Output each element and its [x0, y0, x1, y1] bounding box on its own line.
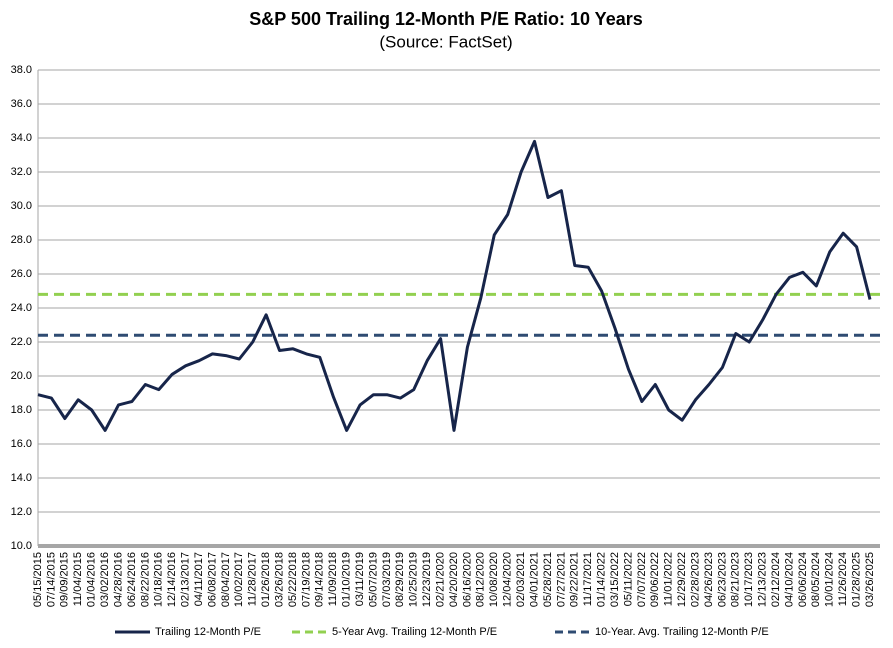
- y-tick-label: 28.0: [11, 234, 32, 246]
- x-tick-label: 12/04/2020: [502, 552, 514, 607]
- x-tick-label: 11/28/2017: [247, 552, 259, 606]
- x-tick-label: 02/28/2023: [689, 552, 701, 607]
- legend-label: 10-Year. Avg. Trailing 12-Month P/E: [595, 626, 769, 638]
- x-tick-label: 07/07/2022: [636, 552, 648, 607]
- x-tick-label: 10/08/2020: [488, 552, 500, 607]
- x-tick-label: 10/25/2019: [408, 552, 420, 607]
- x-tick-label: 09/06/2022: [649, 552, 661, 607]
- x-tick-label: 06/06/2024: [797, 552, 809, 607]
- x-tick-label: 02/03/2021: [515, 552, 527, 607]
- x-tick-label: 11/04/2015: [72, 552, 84, 606]
- x-tick-label: 07/27/2021: [555, 552, 567, 607]
- x-tick-label: 05/28/2021: [542, 552, 554, 607]
- x-tick-label: 11/17/2021: [582, 552, 594, 606]
- x-tick-label: 12/23/2019: [421, 552, 433, 607]
- y-tick-label: 24.0: [11, 302, 32, 314]
- x-tick-label: 05/22/2018: [287, 552, 299, 607]
- y-tick-label: 10.0: [11, 540, 32, 552]
- y-tick-label: 30.0: [11, 200, 32, 212]
- x-tick-label: 09/09/2015: [59, 552, 71, 607]
- x-tick-label: 12/29/2022: [676, 552, 688, 607]
- data-line: [37, 139, 872, 432]
- y-tick-label: 22.0: [11, 336, 32, 348]
- y-tick-label: 38.0: [11, 64, 32, 76]
- x-tick-label: 05/15/2015: [32, 552, 44, 607]
- y-tick-label: 32.0: [11, 166, 32, 178]
- legend-label: 5-Year Avg. Trailing 12-Month P/E: [332, 626, 497, 638]
- x-tick-label: 06/23/2023: [716, 552, 728, 607]
- x-tick-label: 06/16/2020: [461, 552, 473, 607]
- x-tick-label: 09/22/2021: [569, 552, 581, 607]
- x-tick-label: 01/10/2019: [341, 552, 353, 607]
- x-tick-label: 01/28/2025: [850, 552, 862, 607]
- y-tick-label: 16.0: [11, 438, 32, 450]
- x-tick-label: 08/21/2023: [730, 552, 742, 607]
- x-tick-label: 08/05/2024: [810, 552, 822, 607]
- x-tick-label: 02/13/2017: [180, 552, 192, 607]
- x-tick-label: 03/26/2025: [864, 552, 876, 607]
- x-tick-label: 05/07/2019: [367, 552, 379, 607]
- x-tick-label: 09/14/2018: [314, 552, 326, 607]
- x-tick-label: 04/26/2023: [703, 552, 715, 607]
- y-tick-label: 18.0: [11, 404, 32, 416]
- x-tick-label: 08/22/2016: [139, 552, 151, 607]
- x-tick-label: 06/08/2017: [206, 552, 218, 607]
- x-tick-label: 04/20/2020: [448, 552, 460, 607]
- x-tick-label: 08/04/2017: [220, 552, 232, 607]
- x-tick-label: 02/21/2020: [434, 552, 446, 607]
- y-tick-label: 34.0: [11, 132, 32, 144]
- y-tick-label: 14.0: [11, 472, 32, 484]
- x-tick-label: 11/01/2022: [663, 552, 675, 606]
- chart-subtitle: (Source: FactSet): [379, 32, 512, 51]
- x-tick-label: 12/13/2023: [757, 552, 769, 607]
- x-tick-label: 08/12/2020: [475, 552, 487, 607]
- y-tick-label: 36.0: [11, 98, 32, 110]
- x-tick-label: 04/10/2024: [783, 552, 795, 607]
- x-tick-label: 03/02/2016: [99, 552, 111, 607]
- legend-label: Trailing 12-Month P/E: [155, 626, 261, 638]
- x-tick-label: 01/14/2022: [596, 552, 608, 607]
- x-tick-label: 04/01/2021: [528, 552, 540, 607]
- x-tick-label: 11/09/2018: [327, 552, 339, 606]
- x-tick-label: 05/11/2022: [622, 552, 634, 606]
- x-tick-label: 01/26/2018: [260, 552, 272, 607]
- x-tick-label: 11/26/2024: [837, 552, 849, 606]
- chart-title: S&P 500 Trailing 12-Month P/E Ratio: 10 …: [249, 9, 642, 29]
- x-tick-label: 01/04/2016: [86, 552, 98, 607]
- x-tick-label: 10/02/2017: [233, 552, 245, 607]
- y-tick-label: 26.0: [11, 268, 32, 280]
- x-tick-label: 10/18/2016: [153, 552, 165, 607]
- x-tick-label: 08/29/2019: [394, 552, 406, 607]
- x-tick-label: 03/26/2018: [273, 552, 285, 607]
- x-tick-label: 06/24/2016: [126, 552, 138, 607]
- x-tick-label: 10/17/2023: [743, 552, 755, 607]
- x-tick-label: 02/12/2024: [770, 552, 782, 607]
- y-tick-label: 12.0: [11, 506, 32, 518]
- x-tick-label: 03/15/2022: [609, 552, 621, 607]
- x-tick-label: 10/01/2024: [824, 552, 836, 607]
- x-tick-label: 07/03/2019: [381, 552, 393, 607]
- x-tick-label: 12/14/2016: [166, 552, 178, 607]
- x-tick-label: 04/28/2016: [112, 552, 124, 607]
- x-tick-label: 03/11/2019: [354, 552, 366, 606]
- y-tick-label: 20.0: [11, 370, 32, 382]
- x-tick-label: 04/11/2017: [193, 552, 205, 606]
- x-tick-label: 07/19/2018: [300, 552, 312, 607]
- x-tick-label: 07/14/2015: [45, 552, 57, 607]
